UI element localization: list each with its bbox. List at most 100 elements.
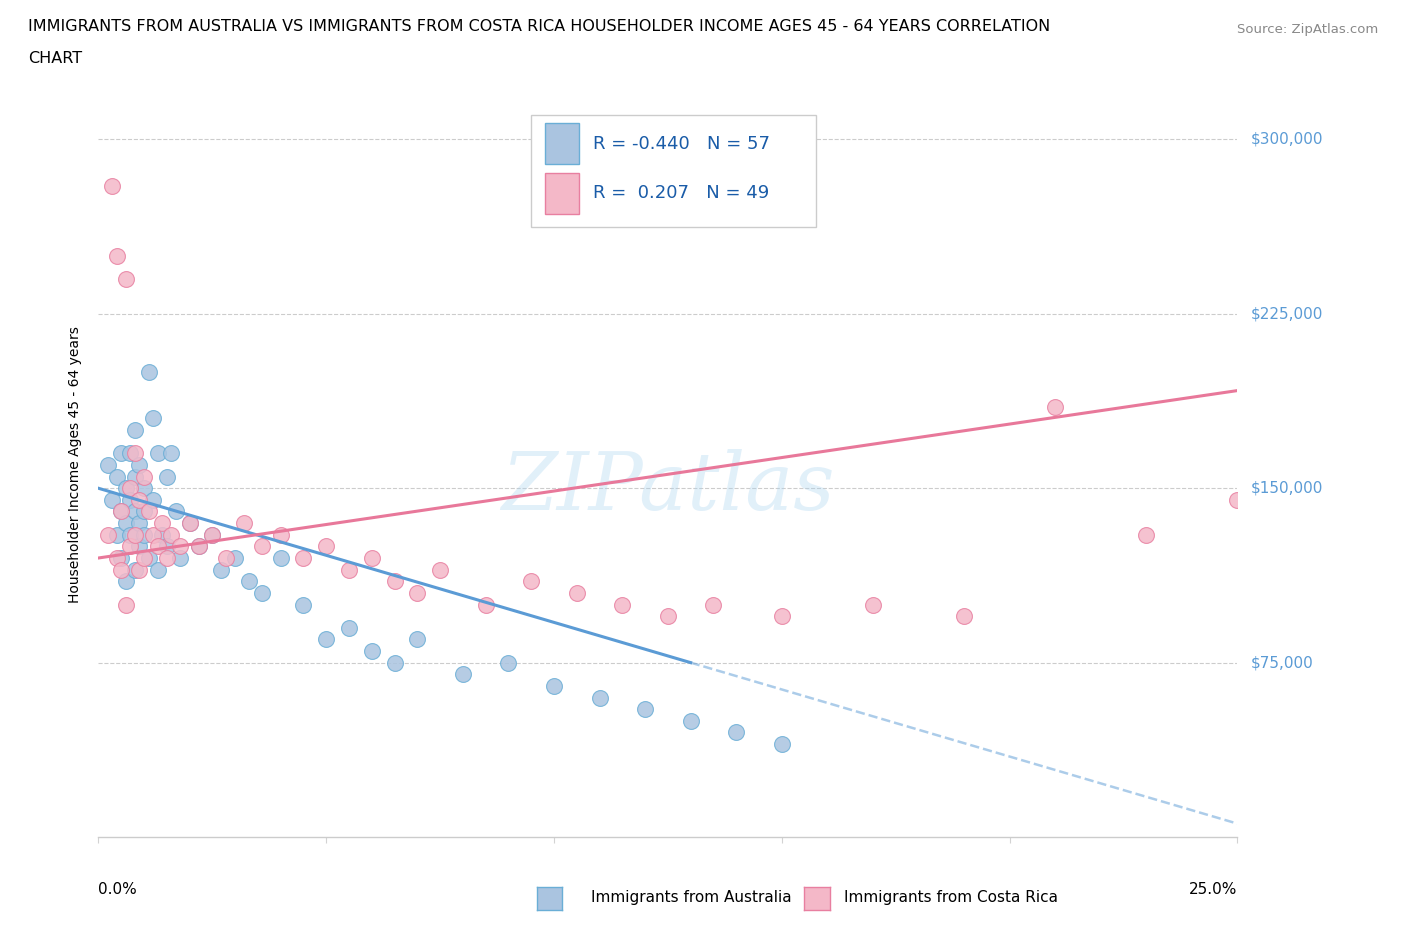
Point <box>612 597 634 612</box>
Point <box>1226 493 1249 508</box>
Point <box>96 458 118 472</box>
Point <box>110 562 132 577</box>
Point <box>105 469 128 484</box>
Point <box>252 586 274 601</box>
Point <box>179 515 201 530</box>
Point <box>150 527 173 542</box>
Point <box>156 551 179 565</box>
Point <box>120 481 142 496</box>
Text: $300,000: $300,000 <box>1251 132 1323 147</box>
Point <box>679 713 702 728</box>
Point <box>406 586 429 601</box>
Point <box>187 539 209 554</box>
FancyBboxPatch shape <box>546 123 579 164</box>
Text: R = -0.440   N = 57: R = -0.440 N = 57 <box>593 135 769 153</box>
Point <box>360 551 382 565</box>
Point <box>474 597 496 612</box>
Point <box>132 504 155 519</box>
Point <box>270 527 292 542</box>
Point <box>110 445 132 460</box>
Point <box>337 562 360 577</box>
Point <box>160 527 183 542</box>
Point <box>406 632 429 647</box>
Text: Immigrants from Costa Rica: Immigrants from Costa Rica <box>844 890 1057 905</box>
Point <box>209 562 232 577</box>
Point <box>124 527 146 542</box>
Point <box>160 445 183 460</box>
Point <box>702 597 724 612</box>
Point <box>128 458 150 472</box>
Point <box>156 469 179 484</box>
Point <box>770 737 793 751</box>
Point <box>128 562 150 577</box>
Point <box>120 527 142 542</box>
Point <box>114 597 136 612</box>
Point <box>634 701 657 716</box>
Point <box>187 539 209 554</box>
Point <box>101 179 124 193</box>
Point <box>110 551 132 565</box>
Point <box>124 445 146 460</box>
Point <box>169 539 191 554</box>
Point <box>105 551 128 565</box>
Point <box>146 445 169 460</box>
FancyBboxPatch shape <box>531 115 815 227</box>
Point <box>120 445 142 460</box>
Point <box>114 574 136 589</box>
Point <box>201 527 224 542</box>
Point <box>429 562 451 577</box>
Point <box>128 515 150 530</box>
Point <box>142 411 165 426</box>
Point <box>132 527 155 542</box>
Point <box>215 551 238 565</box>
Point <box>451 667 474 682</box>
Point <box>270 551 292 565</box>
Text: 25.0%: 25.0% <box>1189 882 1237 897</box>
Text: ZIPatlas: ZIPatlas <box>501 448 835 526</box>
Point <box>156 539 179 554</box>
Point <box>1043 400 1066 415</box>
Point <box>124 504 146 519</box>
Point <box>110 504 132 519</box>
Point <box>96 527 118 542</box>
Point <box>132 551 155 565</box>
FancyBboxPatch shape <box>546 173 579 214</box>
Point <box>498 655 520 670</box>
Point <box>770 609 793 624</box>
Text: Source: ZipAtlas.com: Source: ZipAtlas.com <box>1237 23 1378 36</box>
Text: IMMIGRANTS FROM AUSTRALIA VS IMMIGRANTS FROM COSTA RICA HOUSEHOLDER INCOME AGES : IMMIGRANTS FROM AUSTRALIA VS IMMIGRANTS … <box>28 19 1050 33</box>
Point <box>384 655 406 670</box>
Point <box>337 620 360 635</box>
Point <box>588 690 610 705</box>
Point <box>315 539 337 554</box>
Point <box>862 597 884 612</box>
Point <box>142 493 165 508</box>
Point <box>179 515 201 530</box>
Point <box>105 248 128 263</box>
Point <box>520 574 543 589</box>
Point <box>146 562 169 577</box>
Point <box>657 609 679 624</box>
Point <box>543 679 565 694</box>
Point <box>138 551 160 565</box>
Point <box>124 469 146 484</box>
Point <box>132 481 155 496</box>
Text: $225,000: $225,000 <box>1251 306 1323 322</box>
Point <box>138 365 160 379</box>
Point <box>114 515 136 530</box>
Point <box>201 527 224 542</box>
Point <box>128 493 150 508</box>
Point <box>124 562 146 577</box>
Point <box>132 469 155 484</box>
Y-axis label: Householder Income Ages 45 - 64 years: Householder Income Ages 45 - 64 years <box>69 326 83 604</box>
Point <box>138 504 160 519</box>
Point <box>238 574 260 589</box>
Point <box>105 527 128 542</box>
Point <box>169 551 191 565</box>
Point <box>384 574 406 589</box>
Point <box>224 551 246 565</box>
Point <box>110 504 132 519</box>
Point <box>146 539 169 554</box>
Text: CHART: CHART <box>28 51 82 66</box>
Point <box>360 644 382 658</box>
